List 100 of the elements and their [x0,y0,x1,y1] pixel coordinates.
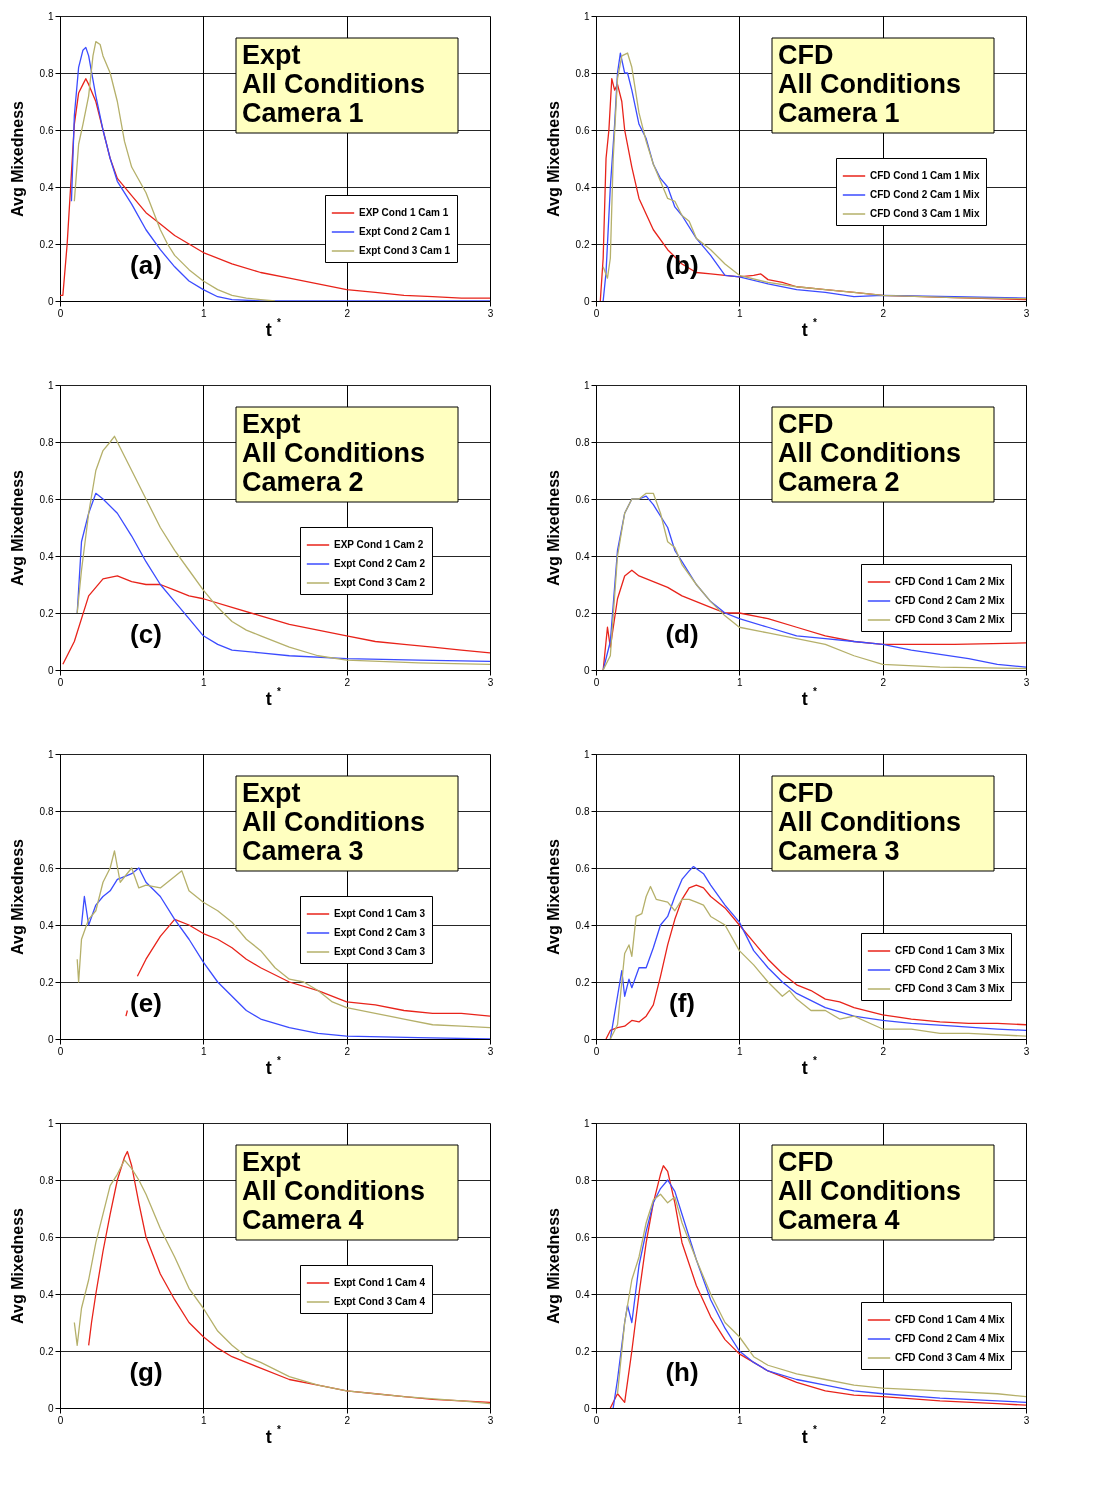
y-axis-title: Avg Mixedness [8,100,26,217]
x-axis-title: t* [801,1055,817,1078]
annotation: Expt All Conditions Camera 2 [242,409,425,497]
x-tick-label: 2 [344,1045,351,1057]
annotation: CFD All Conditions Camera 4 [778,1147,961,1235]
x-axis-title: t* [265,1424,281,1447]
annotation: (d) [665,619,699,649]
x-tick-label: 2 [344,307,351,319]
y-tick-label: 1 [583,1117,590,1129]
y-tick-label: 0.4 [39,919,54,931]
x-tick-label: 2 [344,676,351,688]
legend-label: Expt Cond 3 Cam 1 [359,245,451,256]
x-tick-label: 1 [201,1045,208,1057]
x-tick-label: 1 [737,1045,744,1057]
y-tick-label: 1 [583,10,590,22]
y-tick-label: 1 [47,748,54,760]
x-tick-label: 1 [737,676,744,688]
y-tick-label: 1 [47,1117,54,1129]
y-tick-label: 0.6 [39,1231,54,1243]
y-tick-label: 0 [47,295,54,307]
line-series [80,867,490,1039]
y-tick-label: 0.4 [39,550,54,562]
legend-label: CFD Cond 3 Cam 3 Mix [895,983,1005,994]
y-tick-label: 0.6 [39,493,54,505]
x-tick-label: 0 [593,676,600,688]
y-tick-label: 0.4 [575,181,590,193]
x-tick-label: 3 [1023,1414,1030,1426]
x-tick-label: 2 [880,307,887,319]
y-tick-label: 1 [583,748,590,760]
y-axis-title: Avg Mixedness [8,469,26,586]
x-axis-title: t* [801,317,817,340]
y-axis-title: Avg Mixedness [544,469,562,586]
x-axis-title: t* [801,1424,817,1447]
x-tick-label: 0 [593,307,600,319]
x-tick-label: 2 [880,676,887,688]
legend-label: CFD Cond 3 Cam 1 Mix [870,208,980,219]
y-tick-label: 0 [583,664,590,676]
y-tick-label: 0.8 [575,436,590,448]
x-tick-label: 3 [487,307,494,319]
legend-label: Expt Cond 2 Cam 1 [359,226,451,237]
annotation: Expt All Conditions Camera 3 [242,778,425,866]
x-axis-title: t* [265,317,281,340]
x-tick-label: 1 [737,1414,744,1426]
x-tick-label: 2 [344,1414,351,1426]
y-tick-label: 1 [47,379,54,391]
y-tick-label: 0.8 [575,1174,590,1186]
y-tick-label: 0.6 [575,862,590,874]
y-tick-label: 0 [583,295,590,307]
legend-label: Expt Cond 2 Cam 3 [334,927,426,938]
x-axis-title: t* [801,686,817,709]
y-tick-label: 0.2 [39,976,54,988]
legend-label: CFD Cond 1 Cam 4 Mix [895,1314,1005,1325]
x-tick-label: 3 [1023,676,1030,688]
y-axis-title: Avg Mixedness [544,838,562,955]
annotation: (e) [130,988,162,1018]
legend-label: CFD Cond 3 Cam 4 Mix [895,1352,1005,1363]
x-tick-label: 1 [201,676,208,688]
y-tick-label: 0.4 [575,1288,590,1300]
y-tick-label: 0.8 [575,67,590,79]
y-tick-label: 0.8 [39,436,54,448]
annotation: (a) [130,250,162,280]
legend-label: Expt Cond 3 Cam 4 [334,1296,426,1307]
y-tick-label: 0.2 [575,607,590,619]
y-tick-label: 0.8 [39,67,54,79]
x-tick-label: 3 [1023,307,1030,319]
y-tick-label: 0.6 [575,493,590,505]
y-tick-label: 0 [583,1402,590,1414]
legend-label: Expt Cond 2 Cam 2 [334,558,426,569]
y-tick-label: 1 [47,10,54,22]
x-tick-label: 3 [1023,1045,1030,1057]
legend-label: CFD Cond 1 Cam 3 Mix [895,945,1005,956]
y-tick-label: 0 [47,1033,54,1045]
annotation: (g) [129,1357,163,1387]
y-tick-label: 0.6 [575,124,590,136]
legend-label: EXP Cond 1 Cam 2 [334,539,424,550]
legend-label: CFD Cond 2 Cam 4 Mix [895,1333,1005,1344]
y-tick-label: 0.6 [39,862,54,874]
x-tick-label: 0 [57,1414,64,1426]
x-tick-label: 2 [880,1045,887,1057]
annotation: CFD All Conditions Camera 2 [778,409,961,497]
legend-label: Expt Cond 1 Cam 3 [334,908,426,919]
x-tick-label: 0 [57,307,64,319]
legend-label: Expt Cond 1 Cam 4 [334,1277,426,1288]
y-tick-label: 0.8 [39,805,54,817]
x-tick-label: 0 [57,676,64,688]
x-tick-label: 3 [487,1414,494,1426]
y-tick-label: 0 [47,664,54,676]
y-axis-title: Avg Mixedness [544,1207,562,1324]
y-tick-label: 0.6 [39,124,54,136]
x-axis-title: t* [265,1055,281,1078]
y-tick-label: 0 [47,1402,54,1414]
y-tick-label: 0.4 [575,550,590,562]
legend-label: CFD Cond 2 Cam 3 Mix [895,964,1005,975]
y-axis-title: Avg Mixedness [544,100,562,217]
y-tick-label: 1 [583,379,590,391]
y-axis-title: Avg Mixedness [8,838,26,955]
x-axis-title: t* [265,686,281,709]
line-series [70,46,490,301]
legend-label: Expt Cond 3 Cam 2 [334,577,426,588]
annotation: (c) [130,619,162,649]
